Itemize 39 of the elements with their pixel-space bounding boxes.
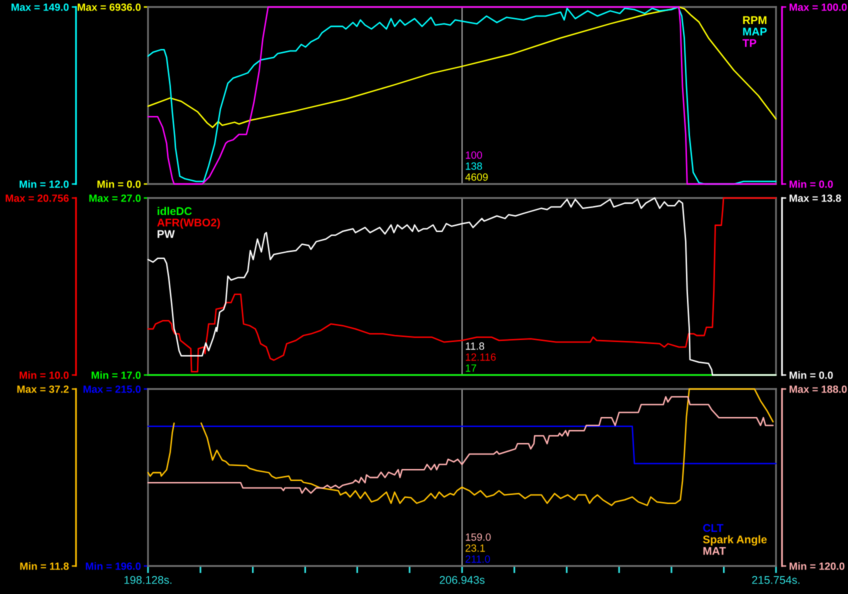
y2-tick-label: Max = 20.756 [6, 194, 69, 202]
y3-tick-label: Min = 0.0 [790, 180, 833, 188]
y-tick-label: Max = 27.0 [89, 194, 141, 202]
y3-tick-label: Max = 188.0 [790, 386, 847, 393]
text: TP [742, 39, 756, 47]
y2-tick-label: Max = 149.0 [12, 4, 69, 11]
y-tick-label: Max = 6936.0 [78, 4, 141, 11]
text: RPM [743, 16, 766, 24]
annotation: 12.116 [466, 353, 496, 361]
text: idleDC [158, 206, 192, 216]
y3-tick-label: Max = 100.0 [790, 4, 847, 11]
annotation: 100 [466, 151, 482, 159]
text: Spark Angle [703, 535, 767, 546]
x-tick-label: 198.128s. [124, 576, 172, 584]
annotation: 17 [466, 364, 476, 372]
x-tick-label: 215.754s. [752, 576, 800, 584]
y-tick-label: Min = 17.0 [92, 371, 141, 379]
series-label: PW [158, 230, 175, 238]
annotation: 138 [466, 162, 482, 170]
y-tick-label: Max = 215.0 [84, 386, 141, 393]
y-tick-label: Min = 0.0 [97, 180, 141, 188]
y2-tick-label: Min = 11.8 [20, 562, 69, 570]
y2-tick-label: Min = 10.0 [20, 371, 69, 379]
y3-tick-label: Min = 120.0 [790, 562, 844, 570]
text: MAT [703, 547, 726, 555]
y3-tick-label: Min = 0.0 [790, 371, 833, 379]
text: CLT [703, 524, 724, 532]
y2-tick-label: Min = 12.0 [20, 180, 69, 188]
annotation: 159.0 [466, 533, 491, 541]
annotation: 23.1 [466, 544, 485, 552]
y3-tick-label: Max = 13.8 [790, 194, 842, 202]
y-tick-label: Min = 196.0 [86, 562, 141, 570]
text: AFR(WBO2) [157, 218, 220, 229]
annotation: 211.0 [466, 555, 490, 563]
y2-tick-label: Max = 37.2 [17, 386, 69, 393]
text: MAP [743, 28, 767, 36]
annotation: 4609 [465, 173, 488, 181]
annotation: 11.8 [466, 342, 484, 350]
x-tick-label: 206.943s [440, 576, 485, 584]
